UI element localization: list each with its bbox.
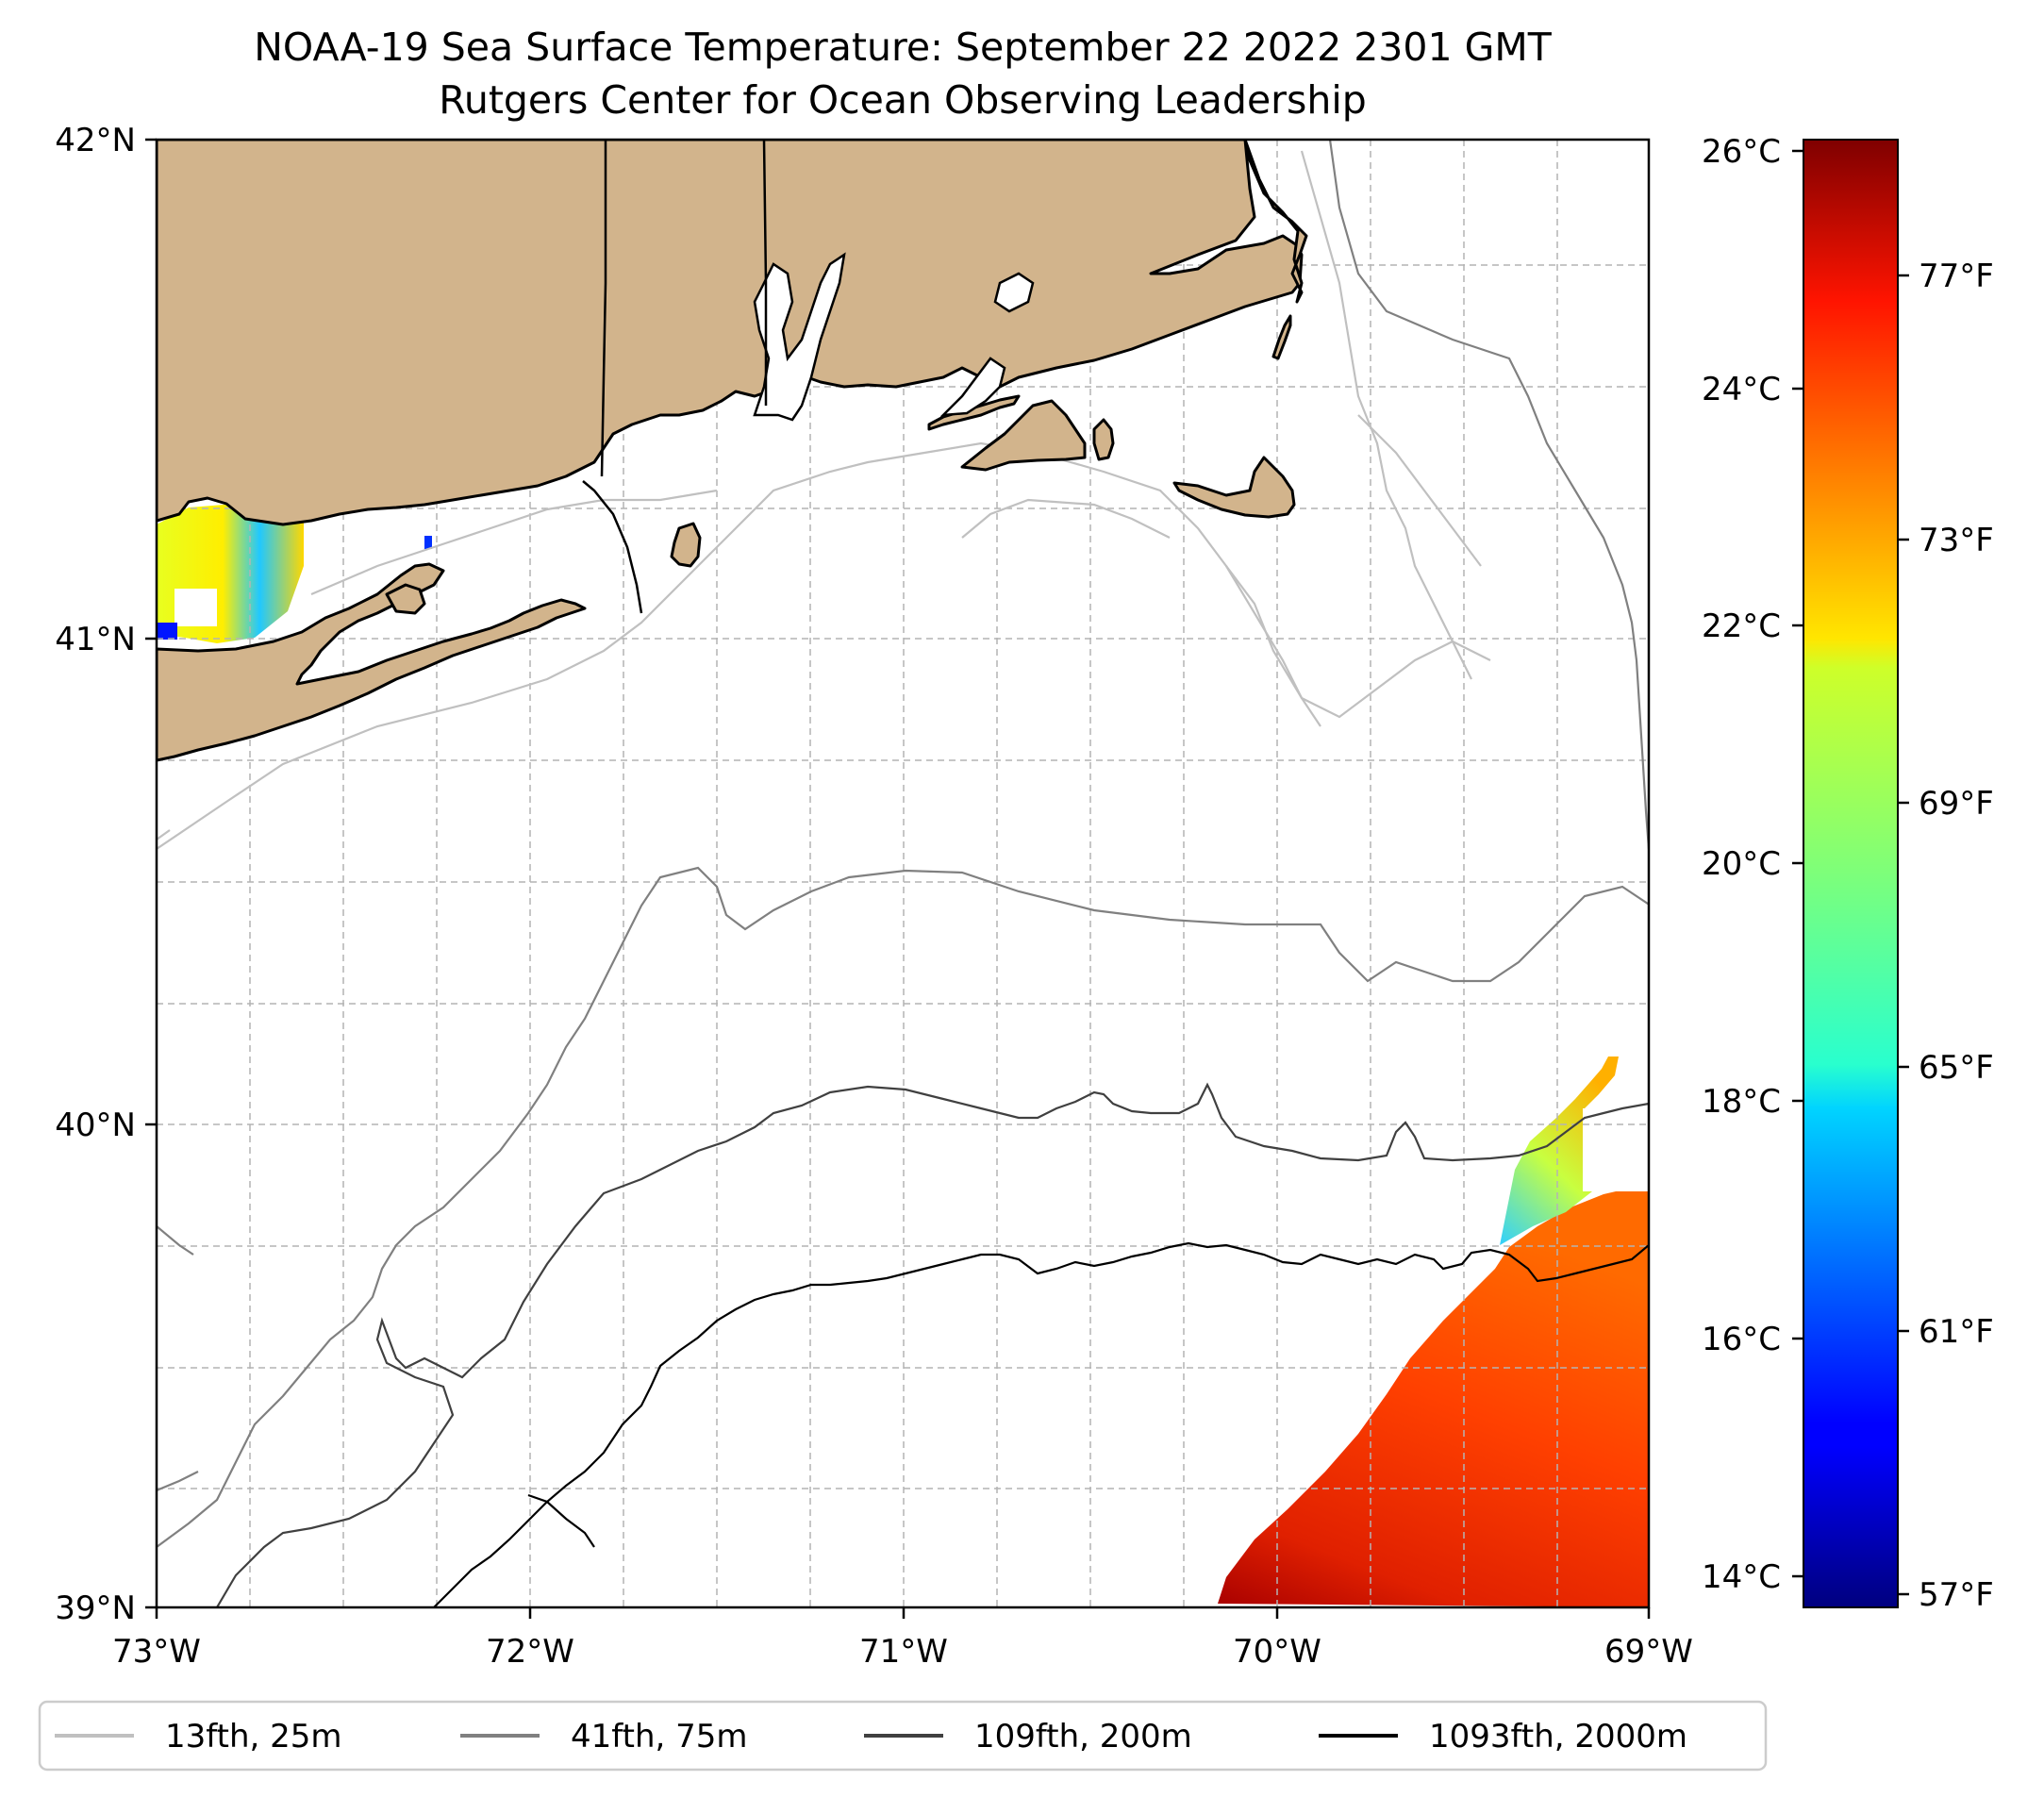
map-axes	[157, 140, 1649, 1607]
legend-label-25m: 13fth, 25m	[165, 1718, 342, 1755]
land-gardiners-island	[385, 583, 426, 615]
land-marthas-vineyard	[960, 399, 1087, 472]
bathymetry-legend: 13fth, 25m 41fth, 75m 109fth, 200m 1093f…	[38, 1700, 1768, 1772]
colorbar-gradient	[1803, 139, 1899, 1608]
y-tick-label: 42°N	[55, 122, 136, 159]
colorbar: 26°C 24°C 22°C 20°C 18°C 16°C 14°C 77°F …	[1702, 133, 1994, 1614]
colorbar-fahrenheit-label: 61°F	[1919, 1313, 1994, 1351]
map-title-line-2: Rutgers Center for Ocean Observing Leade…	[439, 77, 1367, 123]
colorbar-fahrenheit-label: 65°F	[1919, 1049, 1994, 1087]
sst-patch-gulf-stream	[1218, 1184, 1649, 1607]
sst-raster-layer	[157, 503, 1649, 1607]
land-chappaquiddick	[1092, 418, 1115, 461]
x-tick-label: 72°W	[486, 1633, 574, 1671]
legend-label-200m: 109fth, 200m	[974, 1718, 1192, 1755]
colorbar-celsius-label: 24°C	[1702, 371, 1781, 408]
legend-label-75m: 41fth, 75m	[571, 1718, 748, 1755]
bay-water-cutouts	[753, 252, 1035, 422]
colorbar-celsius-label: 20°C	[1702, 845, 1781, 883]
colorbar-celsius-label: 18°C	[1702, 1083, 1781, 1121]
colorbar-ticks	[1792, 149, 1909, 1596]
colorbar-celsius-label: 16°C	[1702, 1321, 1781, 1358]
y-tick-label: 41°N	[55, 621, 136, 658]
x-tick-label: 71°W	[859, 1633, 948, 1671]
map-gridlines	[157, 140, 1649, 1607]
sst-cold-pixel	[424, 536, 432, 549]
bathymetry-2000m-contours	[433, 1241, 1649, 1607]
land-long-island	[157, 562, 587, 762]
x-tick-label: 70°W	[1233, 1633, 1321, 1671]
axis-ticks	[145, 138, 1651, 1619]
colorbar-celsius-label: 22°C	[1702, 607, 1781, 645]
y-tick-label: 39°N	[55, 1589, 136, 1627]
land-elizabeth-islands	[927, 394, 1021, 431]
bathymetry-75m-contours	[157, 140, 1649, 1548]
land-nantucket	[1172, 456, 1296, 519]
colorbar-fahrenheit-label: 77°F	[1919, 258, 1994, 295]
land-new-england	[157, 140, 1304, 526]
x-tick-label: 73°W	[112, 1633, 201, 1671]
colorbar-celsius-label: 14°C	[1702, 1558, 1781, 1596]
colorbar-fahrenheit-label: 73°F	[1919, 522, 1994, 559]
sst-patch-shelf-edge	[1500, 1057, 1619, 1245]
colorbar-fahrenheit-label: 69°F	[1919, 785, 1994, 823]
map-title-line-1: NOAA-19 Sea Surface Temperature: Septemb…	[254, 25, 1552, 70]
y-tick-label: 40°N	[55, 1106, 136, 1144]
sst-cold-pixel	[157, 623, 177, 640]
sst-gap	[174, 589, 217, 626]
bathymetry-200m-contours	[216, 1082, 1649, 1607]
legend-label-2000m: 1093fth, 2000m	[1429, 1718, 1687, 1755]
land-layer	[157, 140, 1308, 762]
land-cape-cod-tip	[1243, 140, 1308, 304]
sst-gap-ne	[1583, 1108, 1649, 1191]
bathymetry-25m-contours	[157, 140, 1491, 850]
x-tick-label: 69°W	[1604, 1633, 1693, 1671]
land-block-island	[670, 522, 702, 568]
colorbar-fahrenheit-label: 57°F	[1919, 1576, 1994, 1614]
colorbar-celsius-label: 26°C	[1702, 133, 1781, 171]
land-monomoy	[1271, 314, 1292, 360]
state-boundaries	[582, 140, 768, 614]
